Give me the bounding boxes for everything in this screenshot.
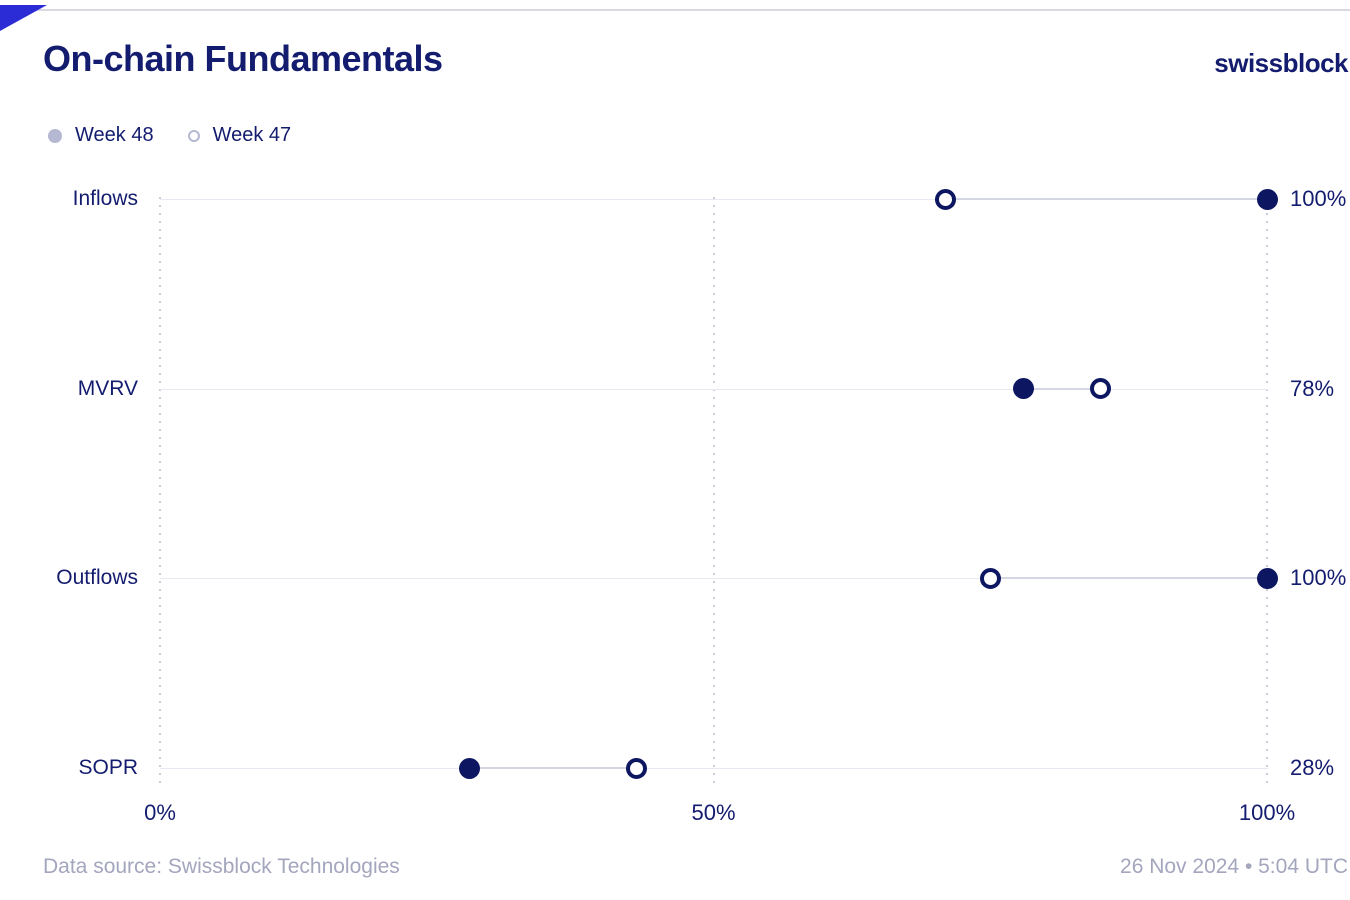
timestamp-text: 26 Nov 2024 • 5:04 UTC (1120, 855, 1348, 878)
dot-week47-open (625, 757, 647, 779)
x-tick-label: 100% (1238, 800, 1296, 825)
legend-open-dot-icon (187, 129, 200, 142)
category-label-inflows: Inflows (72, 187, 138, 210)
dot-week48-filled (459, 757, 481, 779)
data-source-text: Data source: Swissblock Technologies (43, 855, 400, 878)
x-tick-label: 50% (691, 800, 736, 825)
category-label-mvrv: MVRV (77, 376, 138, 400)
swissblock-logo: swissblock (1214, 48, 1348, 78)
value-label: 28% (1290, 755, 1335, 780)
x-gridline-50% (712, 197, 715, 786)
dot-week48-filled (1256, 188, 1278, 210)
dot-week48-filled (1256, 567, 1278, 589)
dumbbell-connector (945, 198, 1267, 200)
x-gridline-100% (1266, 197, 1268, 786)
dot-week47-open (979, 567, 1001, 589)
legend-filled-dot-icon (48, 128, 62, 143)
chart-legend: Week 48 Week 47 (48, 124, 291, 147)
page-title: On-chain Fundamentals (43, 38, 443, 79)
legend-item-week48[interactable]: Week 48 (48, 124, 154, 147)
value-label: 100% (1290, 186, 1347, 211)
plot-area: 0% 50% 100% Inflows 100% MVRV 78% Outflows 100% S… (56, 180, 1346, 825)
x-gridline-0% (159, 197, 161, 786)
legend-label-week48: Week 48 (75, 124, 154, 146)
dot-week47-open (935, 188, 957, 210)
dumbbell-connector (990, 577, 1267, 580)
row-baseline (160, 388, 1268, 390)
legend-item-week47[interactable]: Week 47 (187, 124, 292, 147)
dot-week47-open (1090, 378, 1112, 400)
row-baseline (160, 768, 1268, 769)
row-baseline (160, 578, 1268, 580)
value-label: 100% (1290, 565, 1347, 591)
x-tick-label: 0% (144, 800, 176, 825)
dumbbell-connector (469, 767, 636, 769)
category-label-sopr: SOPR (78, 756, 138, 779)
category-label-outflows: Outflows (56, 566, 138, 590)
top-divider (0, 9, 1350, 11)
row-baseline (160, 199, 1268, 200)
dot-week48-filled (1012, 378, 1034, 400)
corner-triangle-accent (0, 5, 47, 31)
legend-label-week47: Week 47 (212, 124, 292, 146)
value-label: 78% (1290, 375, 1335, 401)
dumbbell-connector (1023, 387, 1101, 390)
